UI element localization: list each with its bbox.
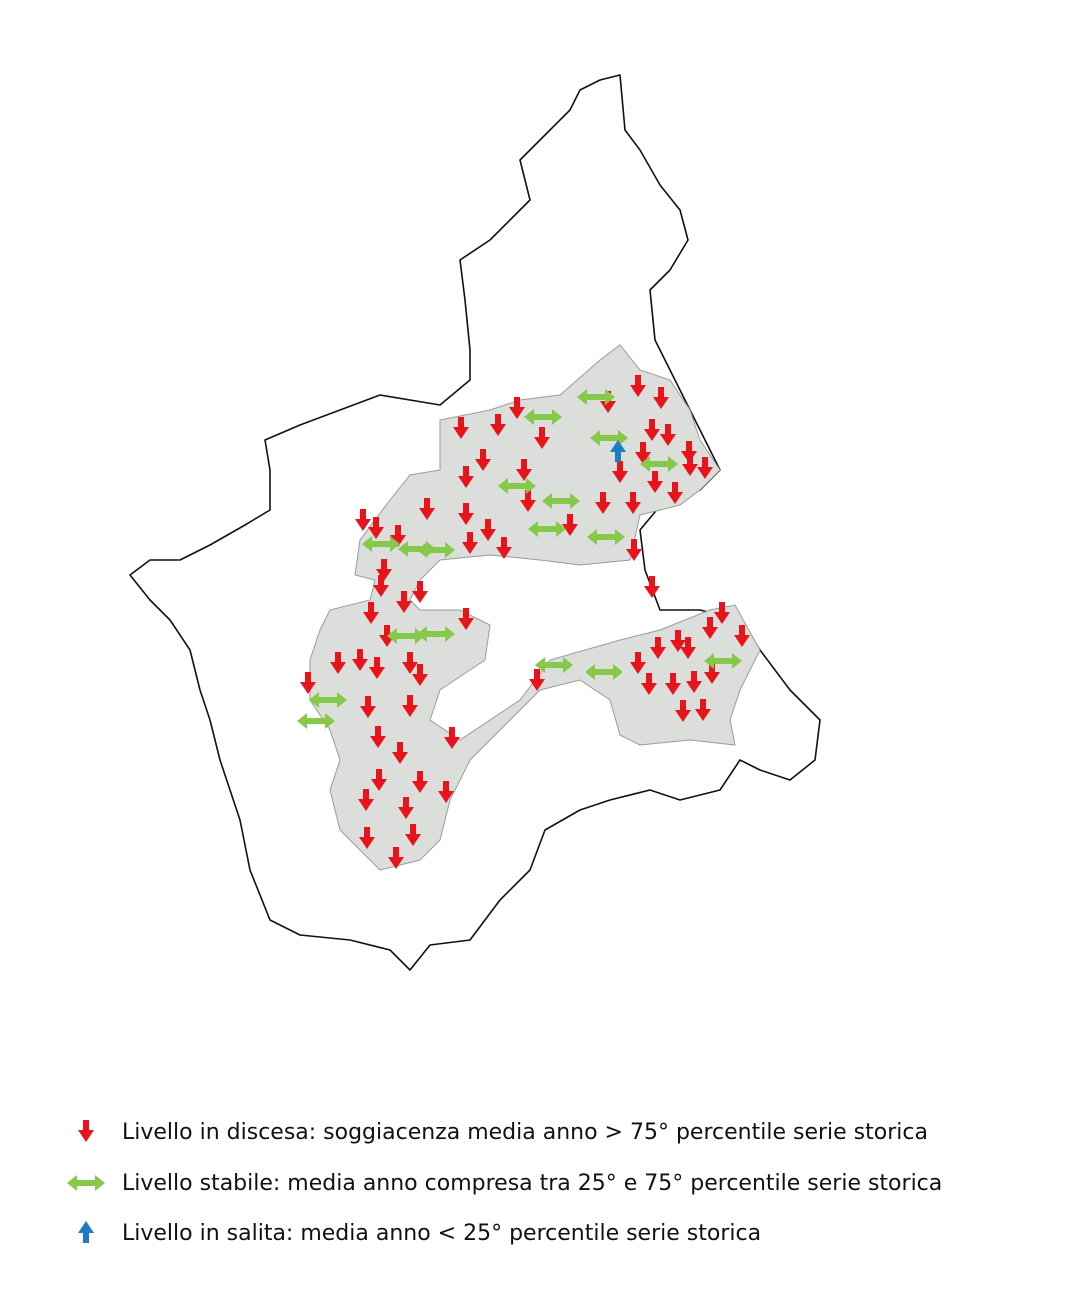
aquifer-area bbox=[309, 344, 761, 871]
legend-icon-up bbox=[78, 1221, 94, 1243]
legend: Livello in discesa: soggiacenza media an… bbox=[67, 1120, 942, 1246]
legend-label: Livello in salita: media anno < 25° perc… bbox=[122, 1221, 761, 1246]
legend-label: Livello in discesa: soggiacenza media an… bbox=[122, 1120, 928, 1145]
legend-icon-down bbox=[78, 1120, 94, 1142]
legend-icon-stable bbox=[67, 1175, 105, 1191]
legend-label: Livello stabile: media anno compresa tra… bbox=[122, 1171, 942, 1196]
